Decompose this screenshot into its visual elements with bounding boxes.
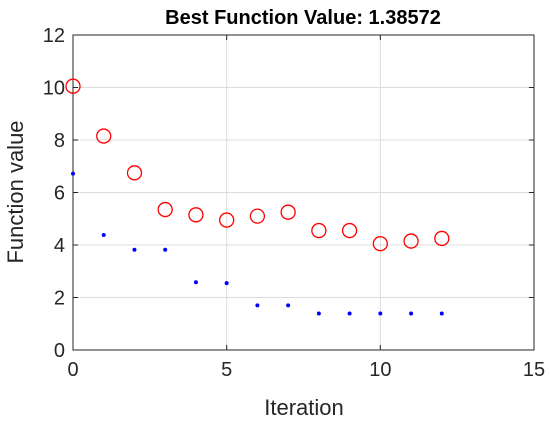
series-0-circle-point [434,230,450,247]
y-tick-label: 6 [54,183,65,205]
series-0-circle-point [126,165,143,181]
data-marks [65,78,450,316]
y-tick-label: 10 [43,78,65,100]
x-tick-label: 0 [67,359,78,381]
series-0-circle-point [403,233,419,249]
series-1-dot-point [163,247,168,252]
series-1-dot-point [316,311,321,316]
series-1-dot-point [255,303,260,308]
y-tick-label: 0 [54,340,65,362]
series-1-dot-point [439,311,444,316]
series-0-circle-point [157,201,173,218]
x-tick-label: 15 [523,359,545,381]
series-1-dot-point [132,247,137,252]
series-0-circle-point [311,222,327,239]
y-tick-label: 8 [54,130,65,152]
chart-title: Best Function Value: 1.38572 [165,7,441,29]
y-tick-label: 2 [54,288,65,310]
x-tick-label: 5 [221,359,232,381]
series-0-circle-point [372,236,388,252]
series-0-circle-point [280,204,296,220]
y-axis-label: Function value [3,120,28,263]
y-tick-label: 4 [54,235,65,257]
x-tick-label: 10 [369,359,391,381]
x-axis-label: Iteration [264,395,344,420]
series-0-circle-point [249,208,266,224]
series-1-dot-point [347,311,352,316]
series-1-dot-point [286,303,291,308]
series-1-dot-point [193,280,198,285]
series-0-circle-point [219,212,235,228]
grid [73,35,534,350]
series-1-dot-point [224,281,229,286]
y-tick-label: 12 [43,25,65,47]
series-1-dot-point [101,233,106,238]
series-1-dot-point [71,171,75,176]
series-0-circle-point [188,207,204,223]
series-0-circle-point [65,78,81,94]
series-1-dot-point [409,311,414,316]
series-1-dot-point [378,311,383,316]
ticks: 0 5 10 15 0 2 4 6 8 10 12 [43,25,545,381]
series-0-circle-point [96,128,112,144]
series-0-circle-point [341,222,358,239]
